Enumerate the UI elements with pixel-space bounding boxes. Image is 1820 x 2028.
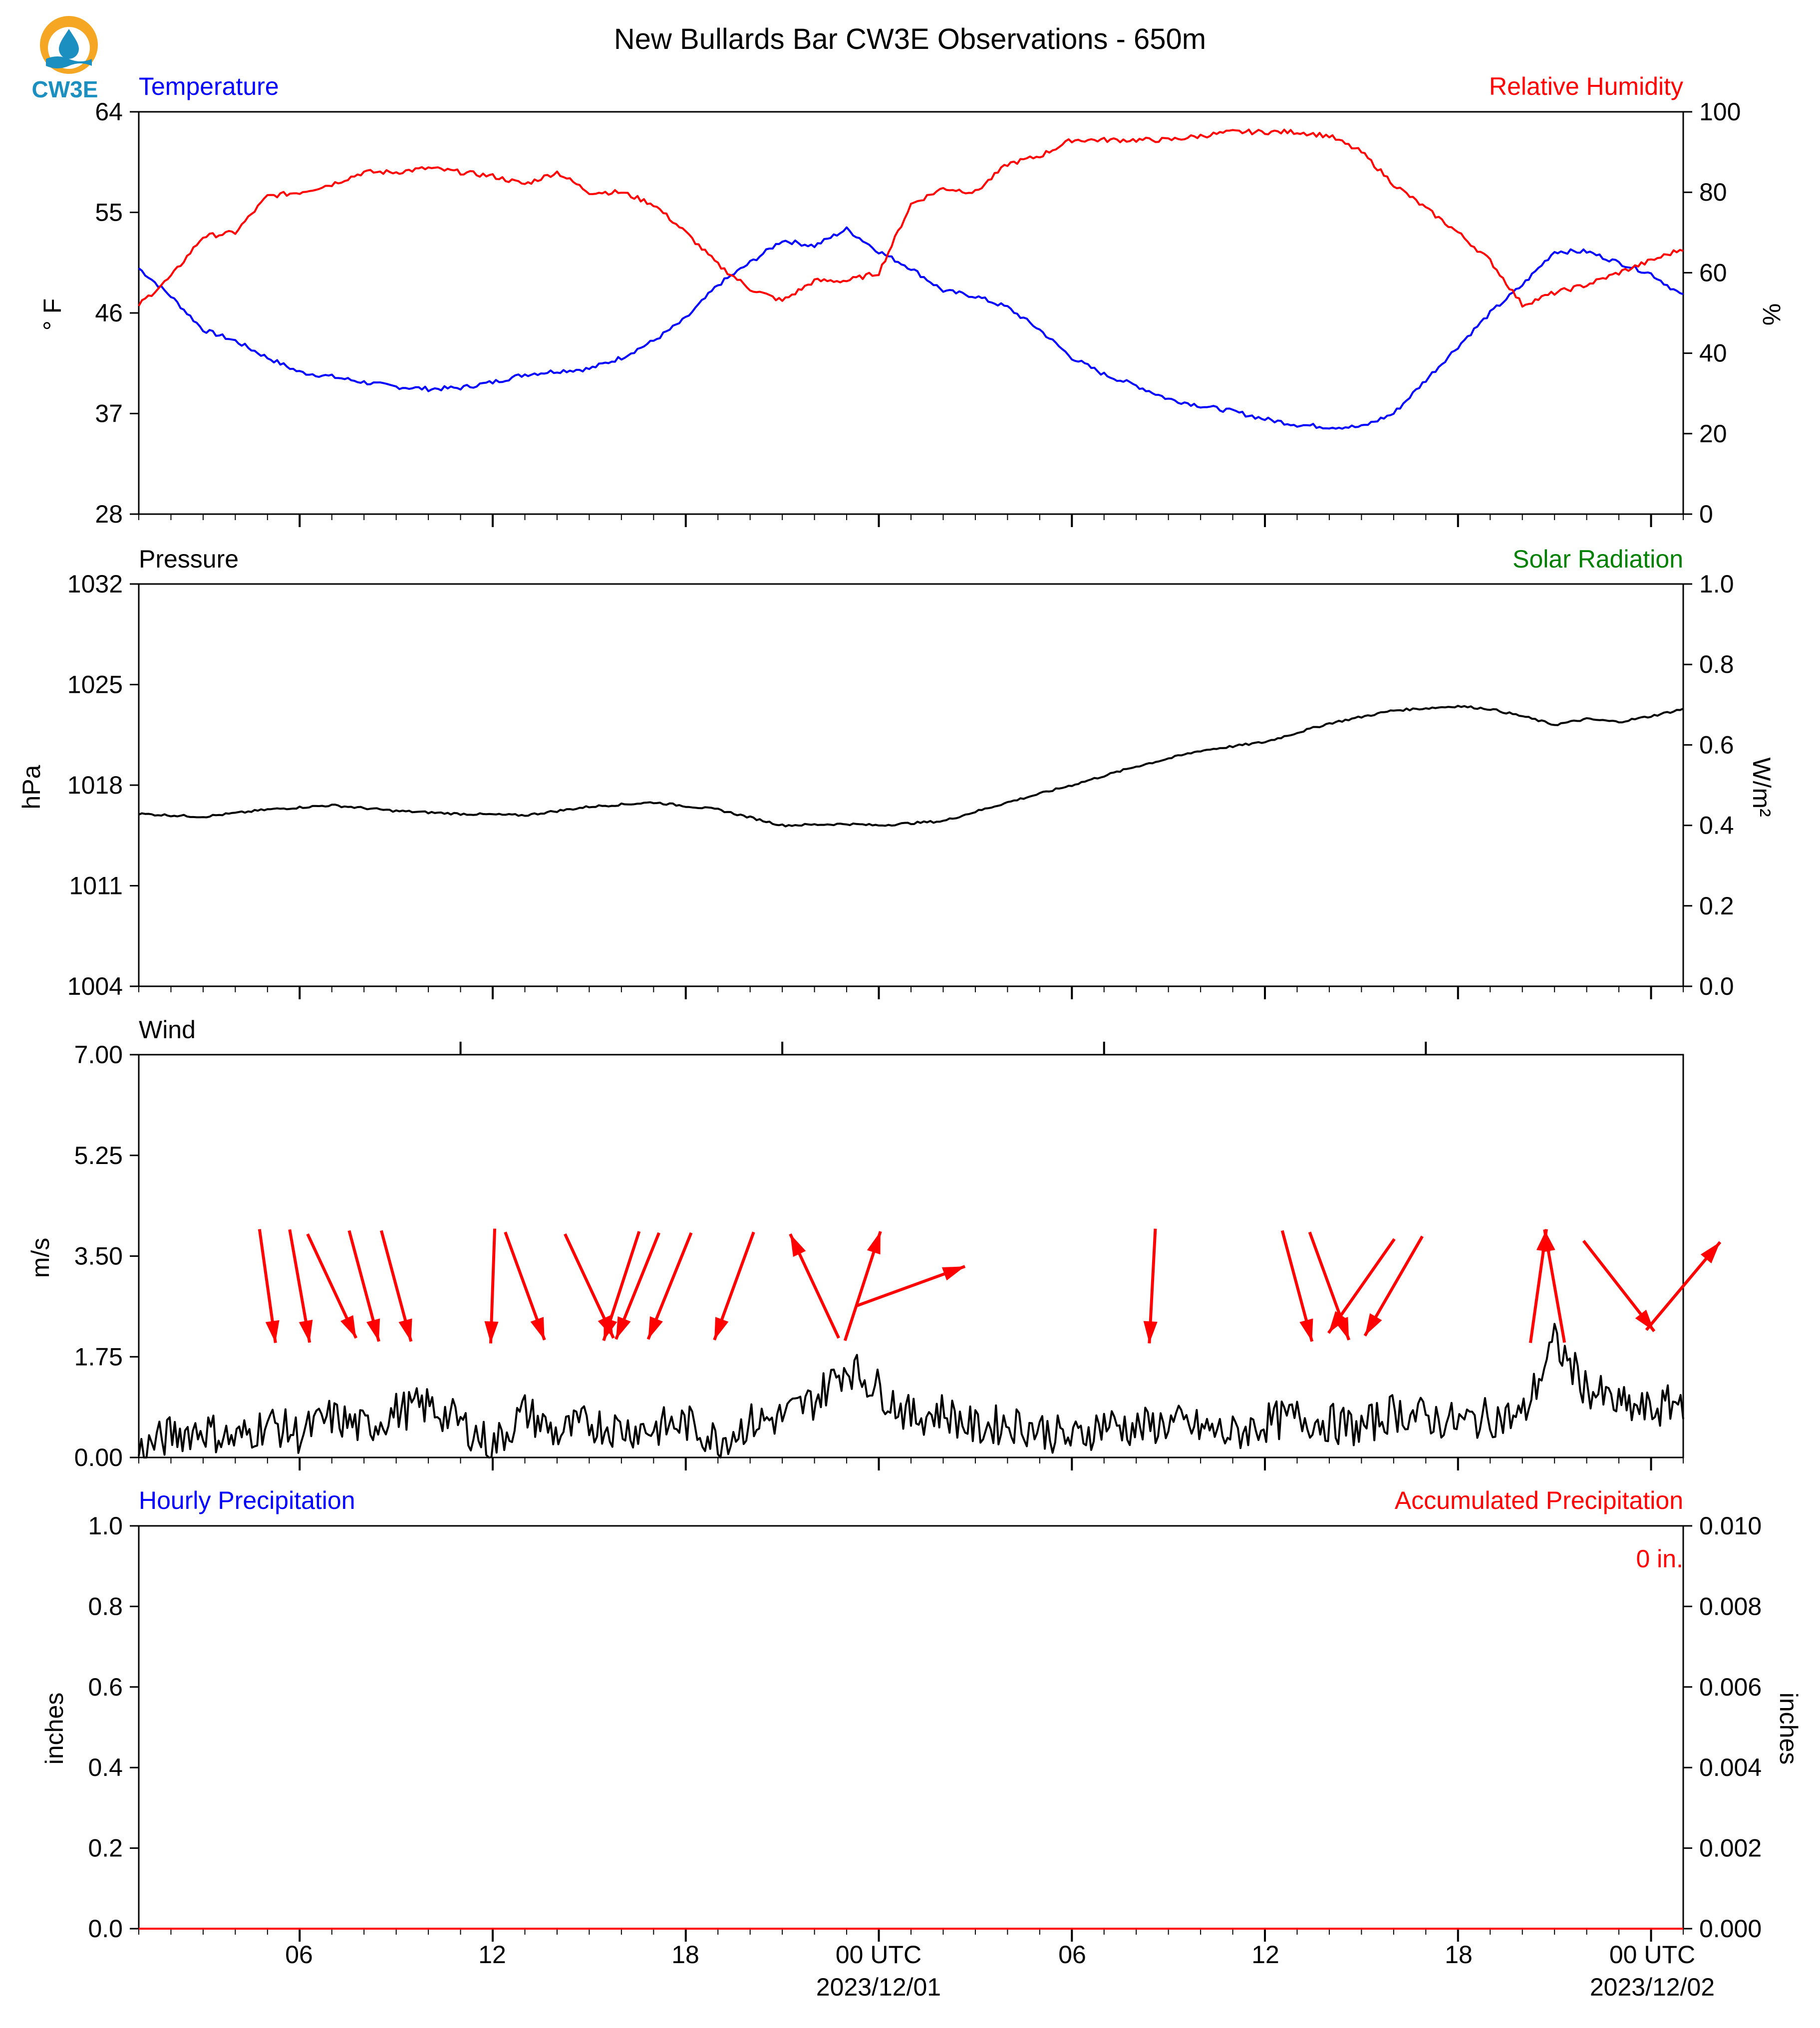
y-tick-label: 0.008 <box>1699 1592 1762 1620</box>
wind-arrow-13 <box>843 1231 882 1341</box>
pressure-label: Pressure <box>139 545 239 573</box>
pressure-axis-unit: hPa <box>17 765 45 809</box>
y-tick-label: 20 <box>1699 420 1727 448</box>
x-tick-label: 18 <box>671 1941 699 1969</box>
y-tick-label: 0.8 <box>88 1592 123 1620</box>
y-tick-label: 0.4 <box>88 1753 123 1781</box>
y-tick-label: 0.0 <box>88 1915 123 1943</box>
y-tick-label: 0.2 <box>88 1834 123 1862</box>
y-tick-label: 1.0 <box>88 1512 123 1540</box>
y-tick-label: 5.25 <box>74 1142 123 1169</box>
y-tick-label: 0.6 <box>88 1673 123 1701</box>
y-tick-label: 40 <box>1699 339 1727 367</box>
date-label: 2023/12/02 <box>1590 1973 1715 2001</box>
y-tick-label: 7.00 <box>74 1041 123 1069</box>
y-tick-label: 60 <box>1699 259 1727 287</box>
humidity-label: Relative Humidity <box>1489 72 1683 100</box>
y-tick-label: 1018 <box>67 771 123 799</box>
y-tick-label: 0.002 <box>1699 1834 1762 1862</box>
wind-arrow-19 <box>1363 1235 1424 1337</box>
x-tick-label: 00 UTC <box>1609 1941 1695 1969</box>
y-tick-label: 1011 <box>69 872 123 900</box>
y-tick-label: 0.0 <box>1699 972 1734 1000</box>
precip-left-unit: inches <box>40 1693 68 1765</box>
wind-arrow-21 <box>1541 1229 1566 1343</box>
y-tick-label: 1032 <box>67 570 123 598</box>
temperature-label: Temperature <box>139 72 279 100</box>
y-tick-label: 1025 <box>67 671 123 699</box>
data-series <box>138 128 1684 1930</box>
y-tick-label: 0.000 <box>1699 1915 1762 1943</box>
y-tick-label: 0.006 <box>1699 1673 1762 1701</box>
solar-axis-unit: W/m² <box>1748 757 1776 817</box>
wind-arrow-11 <box>713 1231 755 1341</box>
y-tick-label: 80 <box>1699 178 1727 206</box>
wind-arrow-10 <box>646 1232 693 1340</box>
wind-arrow-12 <box>789 1233 840 1339</box>
wind-label: Wind <box>139 1016 196 1044</box>
precip-total-label: 0 in. <box>1636 1545 1683 1573</box>
cw3e-logo: CW3E <box>32 16 98 102</box>
y-tick-label: 1.0 <box>1699 570 1734 598</box>
wind-arrows <box>258 1228 1722 1344</box>
pressure-line <box>138 705 1684 828</box>
date-label: 2023/12/01 <box>816 1973 941 2001</box>
y-tick-label: 0.004 <box>1699 1753 1762 1781</box>
x-tick-label: 12 <box>478 1941 506 1969</box>
x-axis-labels: 06 12 18 00 UTC 06 12 18 00 UTC 2023/12/… <box>285 1941 1715 2001</box>
temp-axis-unit: ° F <box>38 298 66 330</box>
solar-label: Solar Radiation <box>1513 545 1683 573</box>
wind-arrow-0 <box>258 1229 280 1343</box>
y-tick-label: 0.010 <box>1699 1512 1762 1540</box>
x-tick-label: 18 <box>1445 1941 1473 1969</box>
chart-title: New Bullards Bar CW3E Observations - 650… <box>614 23 1206 55</box>
wind-arrow-15 <box>1143 1228 1158 1344</box>
y-tick-label: 37 <box>95 400 123 428</box>
y-tick-label: 0.4 <box>1699 812 1734 840</box>
y-tick-label: 0.8 <box>1699 650 1734 678</box>
y-tick-label: 0.00 <box>74 1444 123 1471</box>
x-tick-label: 06 <box>285 1941 313 1969</box>
wind-arrow-9 <box>614 1232 660 1340</box>
y-tick-label: 100 <box>1699 98 1741 126</box>
wind-arrow-4 <box>380 1230 413 1342</box>
y-tick-label: 0 <box>1699 500 1713 528</box>
wind-axis-unit: m/s <box>26 1238 54 1278</box>
rh-axis-unit: % <box>1758 303 1786 325</box>
x-tick-label: 12 <box>1251 1941 1279 1969</box>
y-tick-label: 55 <box>95 199 123 227</box>
wind-arrow-8 <box>602 1231 641 1341</box>
accum-precip-label: Accumulated Precipitation <box>1395 1486 1683 1514</box>
hourly-precip-label: Hourly Precipitation <box>139 1486 355 1514</box>
y-tick-label: 28 <box>95 500 123 528</box>
logo-text: CW3E <box>32 76 98 102</box>
wind-arrow-5 <box>484 1228 499 1344</box>
y-tick-label: 0.6 <box>1699 731 1734 759</box>
y-tick-label: 64 <box>95 98 123 126</box>
y-tick-label: 1.75 <box>74 1343 123 1371</box>
x-tick-label: 06 <box>1058 1941 1086 1969</box>
wind-arrow-16 <box>1280 1230 1314 1342</box>
wind-arrow-23 <box>1645 1241 1722 1331</box>
axis-ticks: 28 37 46 55 64 0 20 40 60 80 100 1004 1011 1018 1025 10… <box>67 98 1762 1943</box>
y-tick-label: 1004 <box>67 972 123 1000</box>
wind-arrow-6 <box>504 1231 546 1341</box>
y-tick-label: 46 <box>95 299 123 327</box>
y-tick-label: 0.2 <box>1699 892 1734 920</box>
wind-arrow-3 <box>347 1230 380 1342</box>
wind-arrow-2 <box>306 1233 358 1339</box>
wind-arrow-18 <box>1327 1238 1396 1334</box>
y-tick-label: 3.50 <box>74 1242 123 1270</box>
precip-right-unit: inches <box>1775 1693 1803 1765</box>
wind-speed-line <box>138 1323 1684 1458</box>
wind-arrow-1 <box>288 1229 313 1343</box>
humidity-line <box>138 128 1684 308</box>
temperature-line <box>138 226 1684 430</box>
x-tick-label: 00 UTC <box>836 1941 921 1969</box>
wind-arrow-14 <box>856 1265 966 1307</box>
